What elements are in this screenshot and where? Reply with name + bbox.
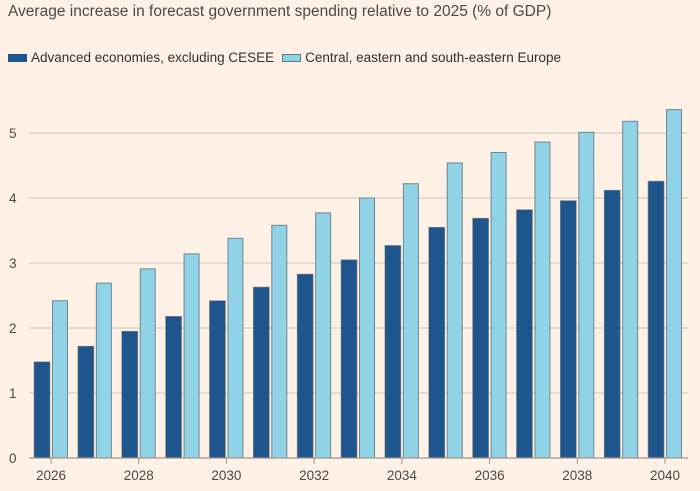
bar-advanced-2029 <box>165 315 182 459</box>
bar-advanced-2027 <box>77 345 95 459</box>
bar-cesee-2026 <box>52 300 68 459</box>
y-tick-label-4: 4 <box>9 191 17 206</box>
legend-label-cesee: Central, eastern and south-eastern Europ… <box>305 50 562 65</box>
bar-advanced-2031 <box>253 286 270 459</box>
bar-advanced-2039 <box>603 189 621 459</box>
x-axis: 2026 2028 2030 2032 2034 2036 2038 2040 <box>29 457 688 483</box>
legend: Advanced economies, excluding CESEE Cent… <box>8 50 569 65</box>
bar-cesee-2027 <box>95 282 112 459</box>
x-tick-label-2040: 2040 <box>650 468 680 483</box>
legend-label-advanced: Advanced economies, excluding CESEE <box>31 50 275 65</box>
bar-advanced-2032 <box>296 273 314 459</box>
chart-title: Average increase in forecast government … <box>8 3 552 20</box>
bar-advanced-2034 <box>384 245 402 459</box>
y-axis-ticks: 0 1 2 3 4 5 <box>9 126 17 466</box>
legend-item-advanced: Advanced economies, excluding CESEE <box>8 50 274 65</box>
bar-advanced-2033 <box>340 259 358 459</box>
x-tick-label-2036: 2036 <box>475 468 505 483</box>
bar-cesee-2037 <box>534 141 551 459</box>
y-tick-label-2: 2 <box>9 321 17 336</box>
bar-cesee-2028 <box>139 268 156 459</box>
bar-cesee-2035 <box>446 162 463 459</box>
bar-cesee-2031 <box>271 224 288 459</box>
x-tick-label-2038: 2038 <box>562 468 592 483</box>
bar-advanced-2028 <box>121 330 139 459</box>
x-tick-label-2028: 2028 <box>124 468 154 483</box>
bar-cesee-2030 <box>227 237 244 459</box>
bar-cesee-2040 <box>666 109 683 459</box>
bar-cesee-2033 <box>359 197 376 459</box>
bar-cesee-2032 <box>315 212 332 459</box>
y-tick-label-1: 1 <box>9 386 17 401</box>
bar-cesee-2038 <box>578 131 595 459</box>
legend-item-cesee: Central, eastern and south-eastern Europ… <box>282 50 561 65</box>
bars <box>33 109 683 459</box>
bar-advanced-2037 <box>516 209 533 459</box>
x-tick-label-2030: 2030 <box>211 468 241 483</box>
bar-cesee-2039 <box>622 120 639 459</box>
x-tick-label-2026: 2026 <box>36 468 66 483</box>
bar-advanced-2040 <box>647 180 665 459</box>
bar-cesee-2029 <box>183 253 200 459</box>
bar-cesee-2034 <box>402 183 419 459</box>
bar-advanced-2035 <box>428 226 446 459</box>
bar-advanced-2030 <box>209 300 226 459</box>
bar-advanced-2026 <box>33 361 51 459</box>
x-tick-label-2034: 2034 <box>387 468 418 483</box>
legend-swatch-advanced <box>8 53 27 62</box>
x-tick-label-2032: 2032 <box>299 468 329 483</box>
y-tick-label-0: 0 <box>9 451 17 466</box>
bar-advanced-2036 <box>472 217 489 459</box>
legend-swatch-cesee <box>282 53 302 62</box>
gridlines <box>29 132 688 394</box>
bar-cesee-2036 <box>490 152 507 459</box>
y-tick-label-5: 5 <box>9 126 17 141</box>
bar-advanced-2038 <box>560 200 577 459</box>
y-tick-label-3: 3 <box>9 256 17 271</box>
